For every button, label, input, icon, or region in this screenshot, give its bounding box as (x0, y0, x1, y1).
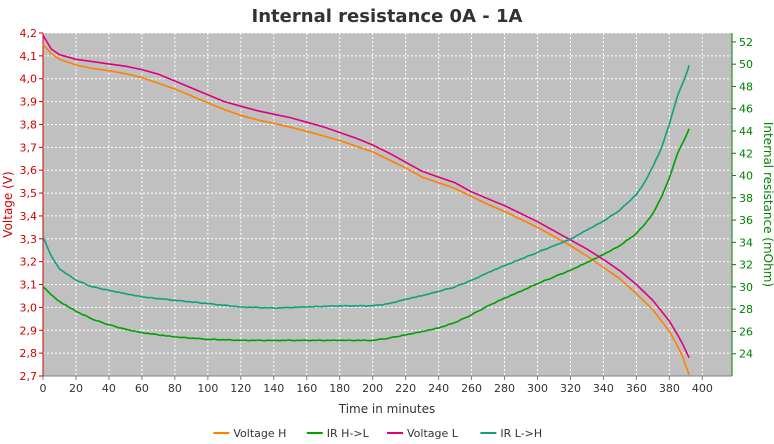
y-right-tick-label: 36 (739, 214, 753, 227)
x-tick-label: 0 (40, 382, 47, 395)
y-left-tick-label: 4,0 (20, 73, 38, 86)
x-tick-label: 280 (494, 382, 515, 395)
x-tick-label: 300 (527, 382, 548, 395)
y-left-tick-label: 3,3 (20, 233, 38, 246)
legend: Voltage H IR H->L Voltage L IR L->H (213, 427, 542, 440)
y-axis-left-title: Voltage (V) (1, 171, 15, 237)
y-right-tick-label: 24 (739, 348, 753, 361)
y-left-tick-label: 2,8 (20, 347, 38, 360)
chart-title: Internal resistance 0A - 1A (252, 6, 523, 27)
y-left-tick-label: 3,5 (20, 187, 38, 200)
grid-lines (43, 32, 732, 376)
x-tick-label: 340 (593, 382, 614, 395)
y-left-tick-label: 3,0 (20, 301, 38, 314)
y-left-tick-label: 3,2 (20, 256, 38, 269)
x-tick-label: 140 (263, 382, 284, 395)
y-right-tick-label: 52 (739, 36, 753, 49)
x-tick-label: 260 (461, 382, 482, 395)
x-tick-label: 120 (230, 382, 251, 395)
y-left-tick-label: 3,7 (20, 141, 38, 154)
series-line (42, 65, 690, 310)
tick-labels: 0 20 40 60 80 100 120 140 160 180 200 220 240 260 280 3… (20, 27, 754, 395)
x-tick-label: 400 (692, 382, 713, 395)
y-axis-right-title: Internal resistance (mOhm) (761, 122, 774, 287)
series-line (42, 128, 690, 342)
series-lines (42, 34, 690, 376)
plot-area (43, 33, 732, 376)
x-tick-label: 220 (395, 382, 416, 395)
y-right-tick-label: 50 (739, 58, 753, 71)
y-left-tick-label: 4,1 (20, 50, 38, 63)
axes (39, 32, 736, 380)
y-right-tick-label: 40 (739, 170, 753, 183)
legend-label: IR L->H (500, 427, 542, 440)
y-left-tick-label: 4,2 (20, 27, 38, 40)
x-tick-label: 240 (428, 382, 449, 395)
y-right-tick-label: 30 (739, 281, 753, 294)
y-right-tick-label: 28 (739, 303, 753, 316)
x-tick-label: 200 (362, 382, 383, 395)
x-tick-label: 180 (329, 382, 350, 395)
y-left-tick-label: 3,1 (20, 279, 38, 292)
y-left-tick-label: 2,9 (20, 324, 38, 337)
y-right-tick-label: 26 (739, 325, 753, 338)
y-left-tick-label: 3,8 (20, 118, 38, 131)
y-right-tick-label: 42 (739, 147, 753, 160)
legend-label: Voltage L (407, 427, 459, 440)
legend-label: IR H->L (327, 427, 370, 440)
x-tick-label: 80 (168, 382, 182, 395)
y-right-tick-label: 48 (739, 80, 753, 93)
legend-label: Voltage H (233, 427, 286, 440)
y-right-tick-label: 44 (739, 125, 753, 138)
x-tick-label: 360 (626, 382, 647, 395)
x-tick-label: 160 (296, 382, 317, 395)
series-line (42, 34, 690, 359)
x-tick-label: 60 (135, 382, 149, 395)
y-right-tick-label: 38 (739, 192, 753, 205)
x-axis-title: Time in minutes (338, 402, 436, 416)
y-right-tick-label: 32 (739, 259, 753, 272)
y-right-tick-label: 34 (739, 236, 753, 249)
x-tick-label: 100 (197, 382, 218, 395)
y-left-tick-label: 3,4 (20, 210, 38, 223)
series-line (42, 43, 690, 376)
x-tick-label: 40 (102, 382, 116, 395)
x-tick-label: 20 (69, 382, 83, 395)
y-left-tick-label: 3,6 (20, 164, 38, 177)
x-tick-label: 320 (560, 382, 581, 395)
y-left-tick-label: 3,9 (20, 96, 38, 109)
y-left-tick-label: 2,7 (20, 370, 38, 383)
x-tick-label: 380 (659, 382, 680, 395)
y-right-tick-label: 46 (739, 103, 753, 116)
